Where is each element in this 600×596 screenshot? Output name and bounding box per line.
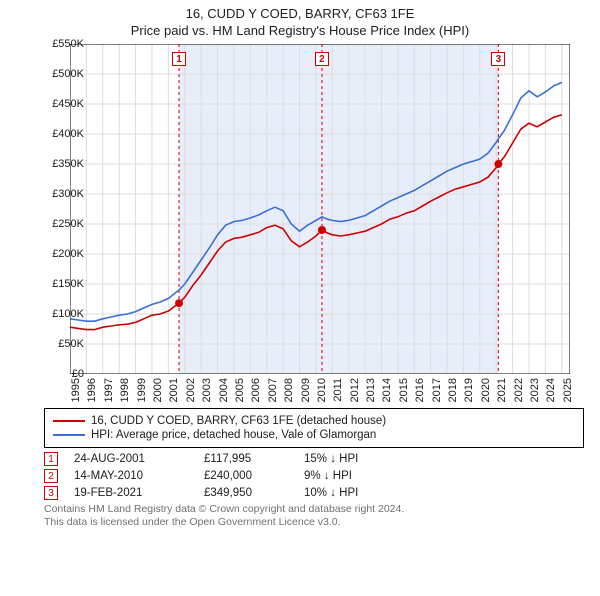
- legend: 16, CUDD Y COED, BARRY, CF63 1FE (detach…: [44, 408, 584, 448]
- x-tick-label: 1999: [136, 378, 148, 402]
- x-tick-label: 2012: [349, 378, 361, 402]
- x-tick-label: 2022: [513, 378, 525, 402]
- y-tick-label: £500K: [44, 68, 84, 80]
- x-tick-label: 2025: [562, 378, 574, 402]
- sale-marker-box: 3: [44, 486, 58, 500]
- footer: Contains HM Land Registry data © Crown c…: [44, 503, 584, 529]
- plot: [70, 44, 570, 374]
- chart-title: 16, CUDD Y COED, BARRY, CF63 1FE: [0, 6, 600, 21]
- x-tick-label: 2020: [480, 378, 492, 402]
- x-tick-label: 1995: [70, 378, 82, 402]
- y-tick-label: £550K: [44, 38, 84, 50]
- y-tick-label: £200K: [44, 248, 84, 260]
- x-tick-label: 2017: [431, 378, 443, 402]
- y-tick-label: £400K: [44, 128, 84, 140]
- x-tick-label: 1998: [119, 378, 131, 402]
- sale-marker-flag: 2: [315, 52, 329, 66]
- y-tick-label: £100K: [44, 308, 84, 320]
- y-tick-label: £150K: [44, 278, 84, 290]
- x-tick-label: 2013: [365, 378, 377, 402]
- x-tick-label: 2023: [529, 378, 541, 402]
- x-tick-label: 2018: [447, 378, 459, 402]
- chart-subtitle: Price paid vs. HM Land Registry's House …: [0, 23, 600, 38]
- y-tick-label: £300K: [44, 188, 84, 200]
- x-tick-label: 2011: [332, 378, 344, 402]
- x-tick-label: 1996: [86, 378, 98, 402]
- sale-price: £240,000: [204, 470, 304, 482]
- x-tick-label: 2004: [218, 378, 230, 402]
- sale-date: 24-AUG-2001: [74, 453, 204, 465]
- sale-marker-flag: 1: [172, 52, 186, 66]
- x-tick-label: 2001: [168, 378, 180, 402]
- x-tick-label: 2008: [283, 378, 295, 402]
- sale-delta: 10% ↓ HPI: [304, 487, 414, 499]
- x-tick-label: 2024: [545, 378, 557, 402]
- y-tick-label: £50K: [44, 338, 84, 350]
- legend-label-hpi: HPI: Average price, detached house, Vale…: [91, 429, 376, 441]
- legend-row-property: 16, CUDD Y COED, BARRY, CF63 1FE (detach…: [53, 415, 575, 427]
- sales-table: 1 24-AUG-2001 £117,995 15% ↓ HPI 2 14-MA…: [44, 452, 584, 500]
- x-tick-label: 2000: [152, 378, 164, 402]
- x-tick-label: 2016: [414, 378, 426, 402]
- sale-marker-flag: 3: [491, 52, 505, 66]
- sale-price: £117,995: [204, 453, 304, 465]
- x-tick-label: 2003: [201, 378, 213, 402]
- x-tick-label: 2021: [496, 378, 508, 402]
- footer-line: This data is licensed under the Open Gov…: [44, 516, 584, 529]
- legend-swatch-property: [53, 420, 85, 422]
- legend-row-hpi: HPI: Average price, detached house, Vale…: [53, 429, 575, 441]
- sale-row: 1 24-AUG-2001 £117,995 15% ↓ HPI: [44, 452, 584, 466]
- sale-row: 3 19-FEB-2021 £349,950 10% ↓ HPI: [44, 486, 584, 500]
- y-tick-label: £250K: [44, 218, 84, 230]
- x-tick-label: 1997: [103, 378, 115, 402]
- sale-marker-box: 1: [44, 452, 58, 466]
- y-tick-label: £350K: [44, 158, 84, 170]
- sale-marker-box: 2: [44, 469, 58, 483]
- x-tick-label: 2005: [234, 378, 246, 402]
- x-tick-label: 2007: [267, 378, 279, 402]
- x-tick-label: 2002: [185, 378, 197, 402]
- sale-row: 2 14-MAY-2010 £240,000 9% ↓ HPI: [44, 469, 584, 483]
- x-tick-label: 2006: [250, 378, 262, 402]
- sale-date: 14-MAY-2010: [74, 470, 204, 482]
- x-tick-label: 2009: [300, 378, 312, 402]
- x-tick-label: 2015: [398, 378, 410, 402]
- x-tick-label: 2019: [463, 378, 475, 402]
- sale-delta: 15% ↓ HPI: [304, 453, 414, 465]
- legend-swatch-hpi: [53, 434, 85, 436]
- sale-delta: 9% ↓ HPI: [304, 470, 414, 482]
- sale-date: 19-FEB-2021: [74, 487, 204, 499]
- plot-svg: [70, 44, 570, 374]
- x-tick-label: 2014: [381, 378, 393, 402]
- x-tick-label: 2010: [316, 378, 328, 402]
- sale-price: £349,950: [204, 487, 304, 499]
- footer-line: Contains HM Land Registry data © Crown c…: [44, 503, 584, 516]
- chart-area: £0£50K£100K£150K£200K£250K£300K£350K£400…: [28, 44, 588, 404]
- y-tick-label: £450K: [44, 98, 84, 110]
- legend-label-property: 16, CUDD Y COED, BARRY, CF63 1FE (detach…: [91, 415, 386, 427]
